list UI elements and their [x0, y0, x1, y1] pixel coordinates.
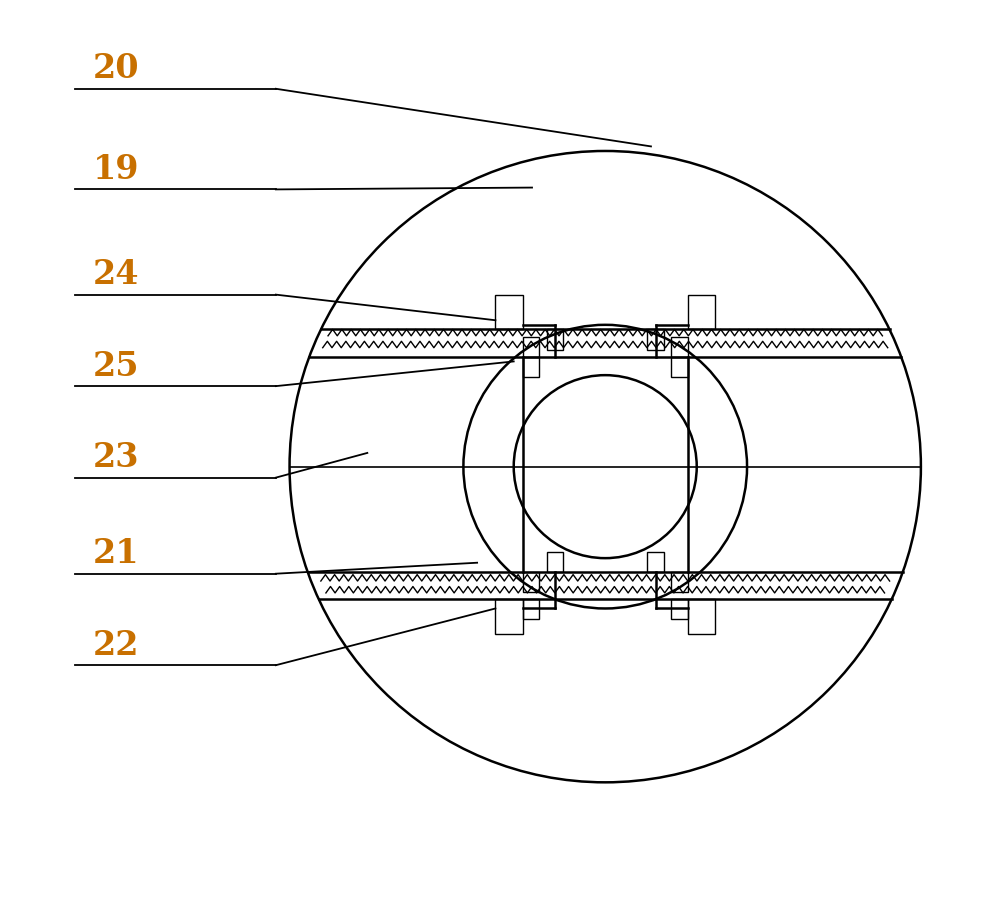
Text: 25: 25	[93, 350, 139, 382]
Bar	[523, 599, 539, 619]
Bar	[671, 357, 688, 377]
Bar	[688, 599, 715, 634]
Bar	[495, 295, 523, 329]
Bar	[523, 572, 539, 592]
Bar	[671, 337, 688, 357]
Bar	[495, 599, 523, 634]
Text: 22: 22	[93, 629, 139, 662]
Text: 20: 20	[93, 52, 139, 85]
Text: 21: 21	[93, 537, 139, 570]
Bar	[547, 552, 563, 572]
Bar	[688, 295, 715, 329]
Bar	[647, 329, 664, 350]
Bar	[523, 357, 539, 377]
Bar	[647, 552, 664, 572]
Bar	[523, 337, 539, 357]
Bar	[547, 329, 563, 350]
Text: 23: 23	[93, 441, 139, 474]
Bar	[671, 599, 688, 619]
Bar	[671, 572, 688, 592]
Text: 19: 19	[93, 153, 139, 186]
Text: 24: 24	[93, 258, 139, 291]
